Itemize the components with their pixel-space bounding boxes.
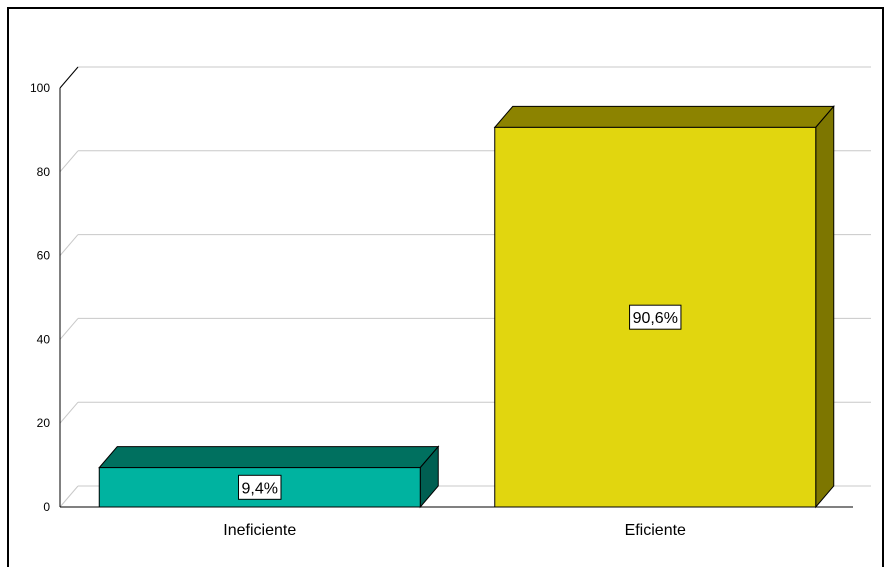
y-axis-top (59, 66, 79, 89)
gridline-diag (59, 318, 79, 340)
chart-frame (7, 7, 884, 567)
x-tick-label: Ineficiente (223, 522, 296, 539)
y-tick-label: 0 (43, 500, 50, 514)
gridline-diag (59, 234, 79, 256)
data-label: 90,6% (633, 310, 678, 327)
x-tick-label: Eficiente (625, 522, 686, 539)
gridline-diag (59, 401, 79, 424)
y-tick-label: 80 (37, 165, 51, 179)
y-axis: 0 20 40 60 80 100 (30, 66, 79, 514)
y-tick-label: 100 (30, 81, 50, 95)
bar-top-face (493, 105, 835, 128)
y-tick-label: 60 (37, 249, 51, 263)
y-tick-label: 20 (37, 416, 51, 430)
gridline-diag (59, 485, 79, 508)
bar-side-face (815, 105, 835, 509)
bar-top-face (98, 446, 440, 469)
data-label-box (238, 474, 282, 500)
bars: 9,4% 90,6% (98, 105, 835, 509)
y-tick-label: 40 (37, 332, 51, 346)
data-label-box (629, 304, 682, 330)
x-axis: Ineficiente Eficiente (60, 506, 853, 539)
data-label: 9,4% (242, 480, 278, 497)
gridline-diag (59, 150, 79, 173)
